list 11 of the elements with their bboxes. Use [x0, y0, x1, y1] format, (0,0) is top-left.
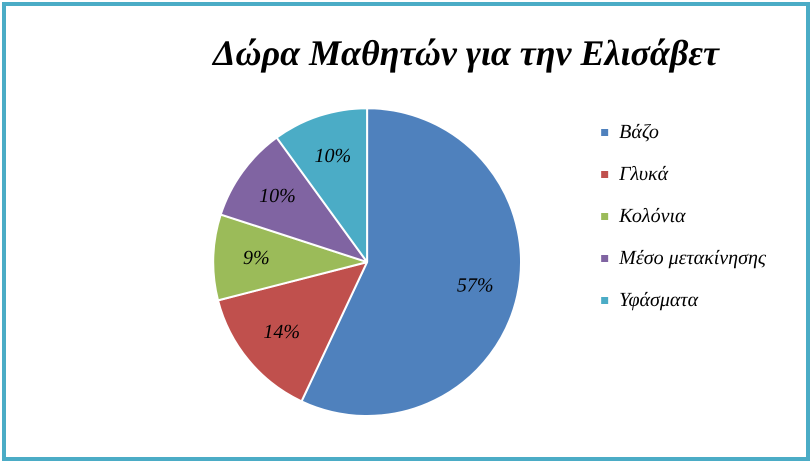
data-label: 10%: [314, 144, 352, 167]
data-label: 10%: [259, 185, 296, 208]
legend-label: Κολόνια: [618, 204, 686, 227]
chart-title: Δώρα Μαθητών για την Ελισάβετ: [210, 32, 720, 73]
data-label: 14%: [263, 320, 300, 343]
legend-label: Γλυκά: [618, 162, 669, 185]
legend-label: Υφάσματα: [619, 288, 699, 311]
legend-label: Βάζο: [619, 120, 659, 143]
data-label: 9%: [242, 246, 270, 269]
legend-label: Μέσο μετακίνησης: [618, 246, 767, 269]
data-label: 57%: [456, 274, 494, 297]
